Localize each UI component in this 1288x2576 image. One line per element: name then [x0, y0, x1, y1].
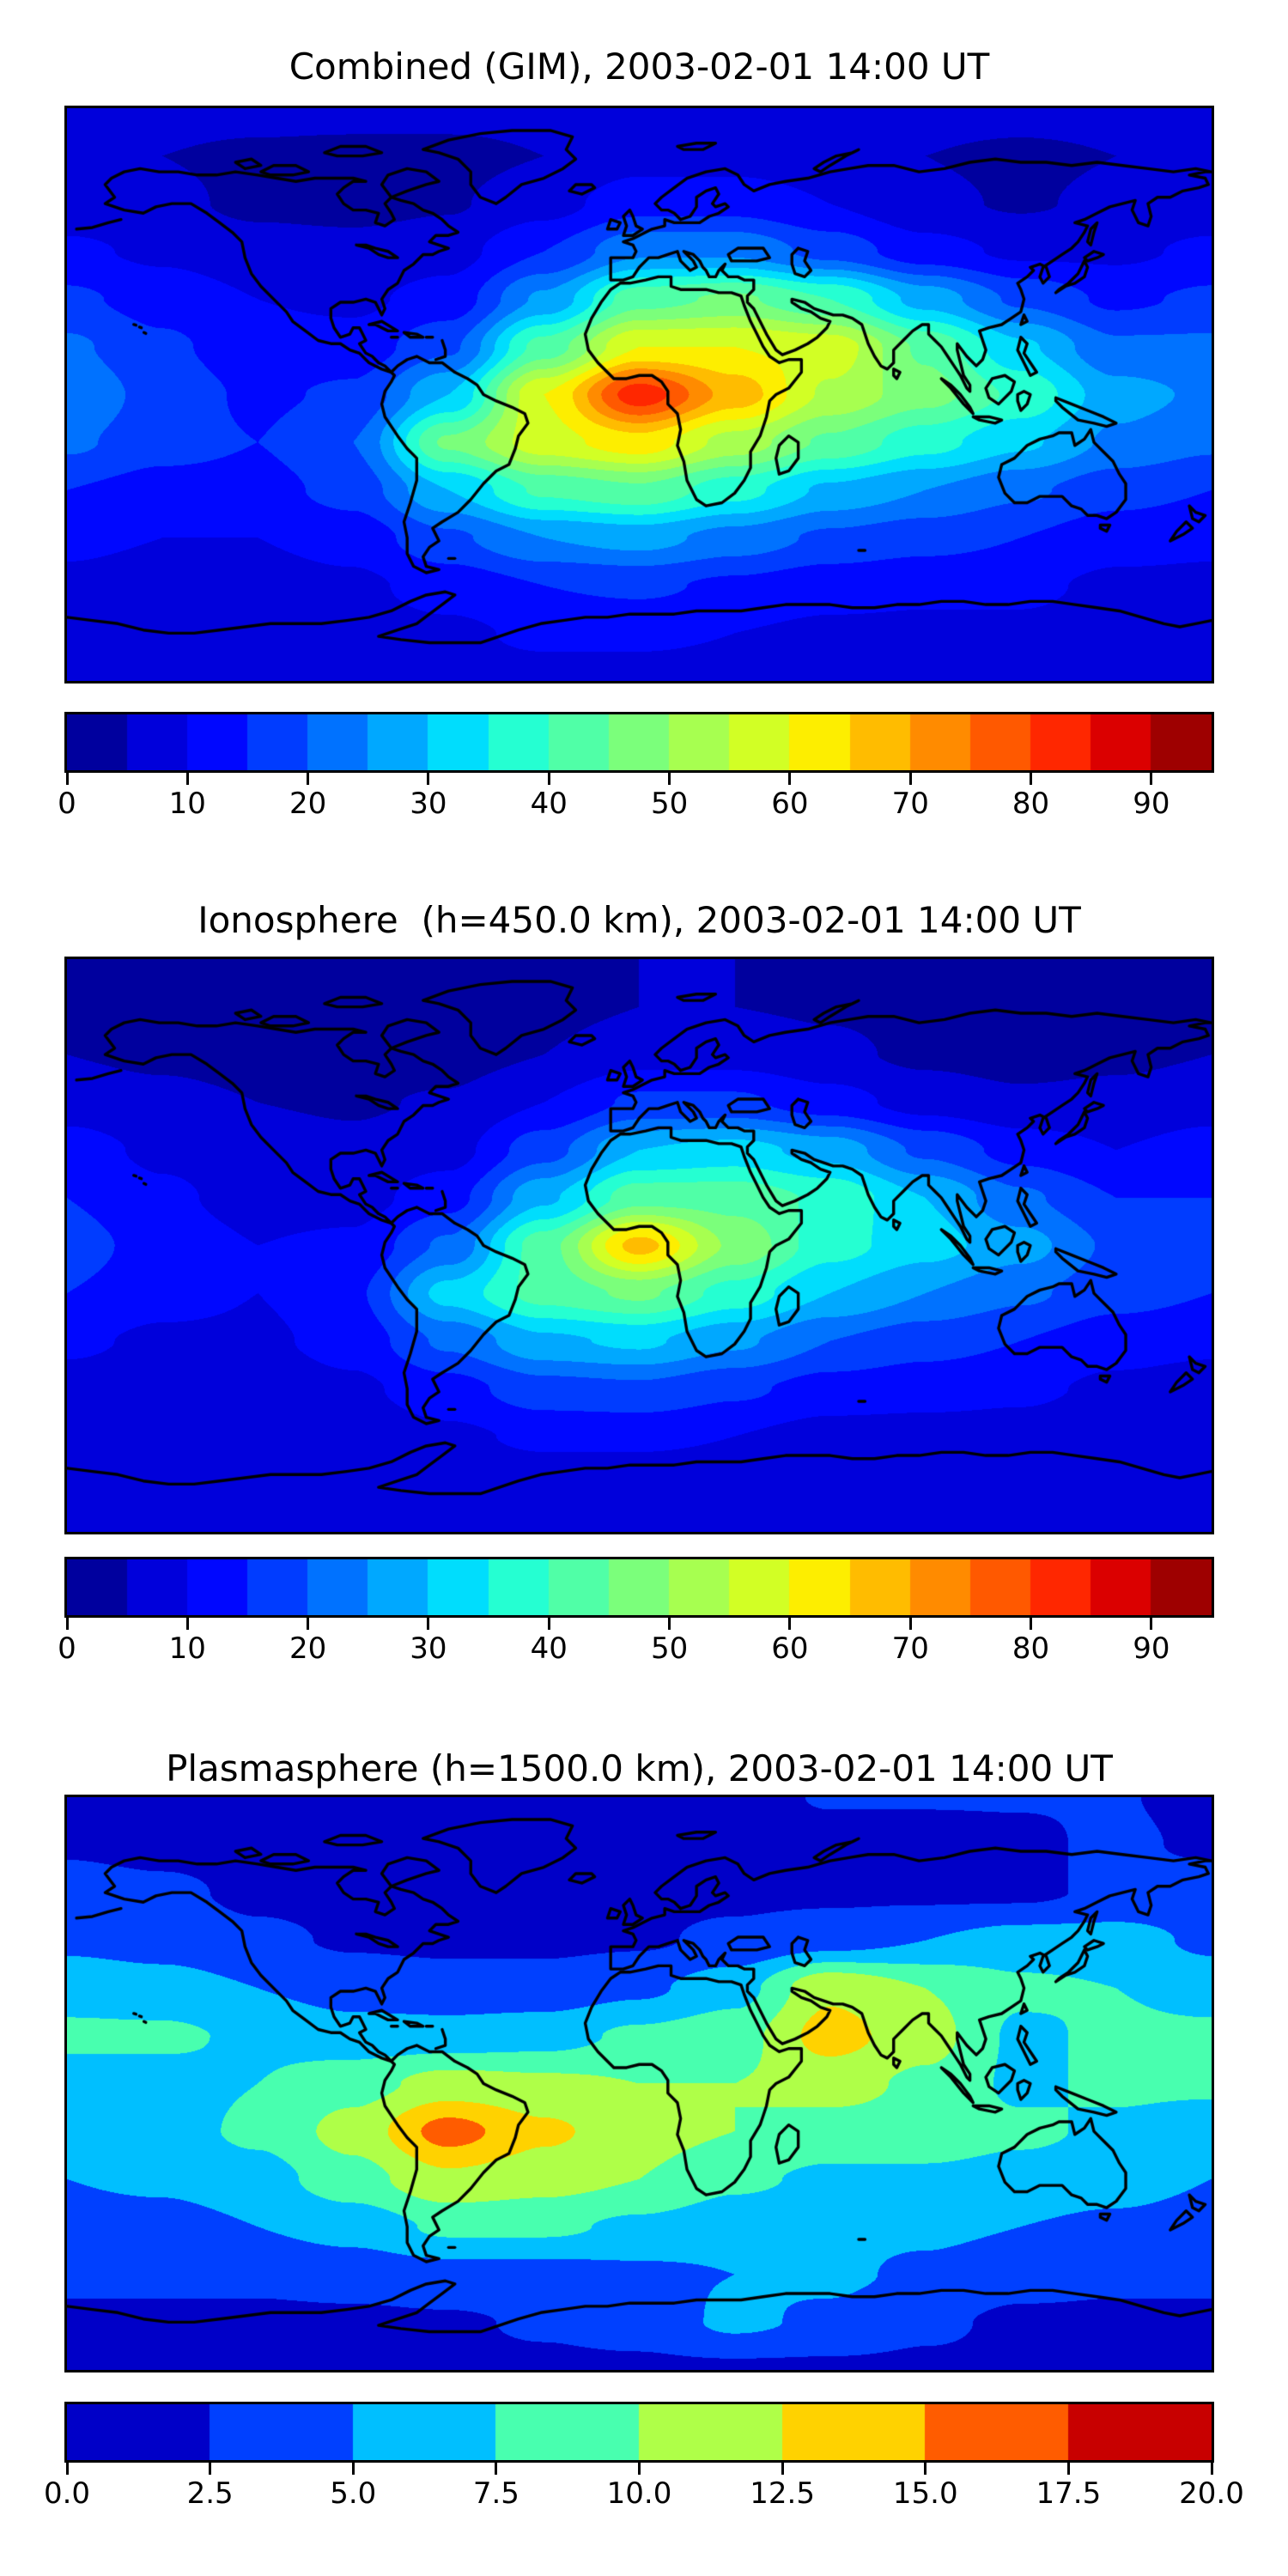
colorbar-ionosphere: [64, 1557, 1214, 1618]
colorbar-tick-label: 5.0: [330, 2476, 377, 2511]
colorbar-tick: [185, 1618, 189, 1630]
colorbar-plasmasphere: [64, 2402, 1214, 2463]
colorbar-tick: [547, 773, 550, 785]
colorbar-tick-label: 50: [650, 787, 689, 821]
colorbar-tick-label: 10: [168, 787, 206, 821]
colorbar-tick-label: 10: [168, 1631, 206, 1666]
colorbar-tick: [1150, 773, 1153, 785]
colorbar-tick-label: 0: [58, 1631, 76, 1666]
colorbar-tick: [1066, 2463, 1070, 2475]
colorbar-tick-label: 20: [289, 787, 327, 821]
colorbar-canvas-ionosphere: [67, 1559, 1212, 1615]
colorbar-tick: [427, 1618, 430, 1630]
colorbar-tick-label: 30: [410, 1631, 447, 1666]
colorbar-tick: [788, 1618, 792, 1630]
colorbar-tick-label: 80: [1012, 787, 1050, 821]
colorbar-tick-label: 2.5: [186, 2476, 234, 2511]
colorbar-tick: [65, 2463, 69, 2475]
colorbar-tick: [65, 1618, 69, 1630]
colorbar-tick: [924, 2463, 927, 2475]
colorbar-tick-label: 20.0: [1179, 2476, 1244, 2511]
map-canvas-combined: [67, 108, 1212, 681]
colorbar-tick-label: 20: [289, 1631, 327, 1666]
colorbar-tick-label: 70: [891, 1631, 929, 1666]
colorbar-tick: [908, 1618, 912, 1630]
colorbar-tick: [1150, 1618, 1153, 1630]
colorbar-tick: [908, 773, 912, 785]
colorbar-tick: [668, 1618, 671, 1630]
colorbar-tick-label: 17.5: [1036, 2476, 1102, 2511]
colorbar-tick-label: 0.0: [43, 2476, 91, 2511]
colorbar-tick-label: 80: [1012, 1631, 1050, 1666]
colorbar-tick: [351, 2463, 355, 2475]
colorbar-tick-label: 90: [1133, 1631, 1170, 1666]
colorbar-tick: [427, 773, 430, 785]
colorbar-tick-label: 0: [58, 787, 76, 821]
panel-title-ionosphere: Ionosphere (h=450.0 km), 2003-02-01 14:0…: [197, 899, 1081, 941]
colorbar-tick-label: 40: [530, 787, 568, 821]
colorbar-tick: [1030, 773, 1033, 785]
colorbar-tick-label: 90: [1133, 787, 1170, 821]
colorbar-tick: [781, 2463, 784, 2475]
colorbar-tick-label: 7.5: [472, 2476, 519, 2511]
colorbar-tick: [638, 2463, 641, 2475]
colorbar-tick-label: 12.5: [750, 2476, 815, 2511]
map-canvas-ionosphere: [67, 959, 1212, 1532]
colorbar-canvas-combined: [67, 714, 1212, 770]
map-plasmasphere: [64, 1795, 1214, 2372]
colorbar-tick-label: 30: [410, 787, 447, 821]
colorbar-tick-label: 60: [771, 1631, 809, 1666]
colorbar-tick: [788, 773, 792, 785]
colorbar-tick: [185, 773, 189, 785]
map-ionosphere: [64, 957, 1214, 1534]
colorbar-tick: [495, 2463, 498, 2475]
colorbar-tick: [1210, 2463, 1213, 2475]
colorbar-combined: [64, 712, 1214, 773]
colorbar-tick-label: 50: [650, 1631, 689, 1666]
colorbar-tick: [1030, 1618, 1033, 1630]
colorbar-tick: [668, 773, 671, 785]
colorbar-tick-label: 10.0: [606, 2476, 672, 2511]
colorbar-tick: [209, 2463, 212, 2475]
map-combined: [64, 106, 1214, 683]
colorbar-tick-label: 60: [771, 787, 809, 821]
colorbar-tick: [65, 773, 69, 785]
colorbar-tick-label: 15.0: [892, 2476, 958, 2511]
panel-title-combined: Combined (GIM), 2003-02-01 14:00 UT: [289, 46, 990, 88]
colorbar-tick: [547, 1618, 550, 1630]
colorbar-canvas-plasmasphere: [67, 2404, 1212, 2460]
panel-title-plasmasphere: Plasmasphere (h=1500.0 km), 2003-02-01 1…: [166, 1747, 1113, 1789]
colorbar-tick-label: 70: [891, 787, 929, 821]
map-canvas-plasmasphere: [67, 1797, 1212, 2370]
colorbar-tick-label: 40: [530, 1631, 568, 1666]
colorbar-tick: [307, 1618, 310, 1630]
colorbar-tick: [307, 773, 310, 785]
